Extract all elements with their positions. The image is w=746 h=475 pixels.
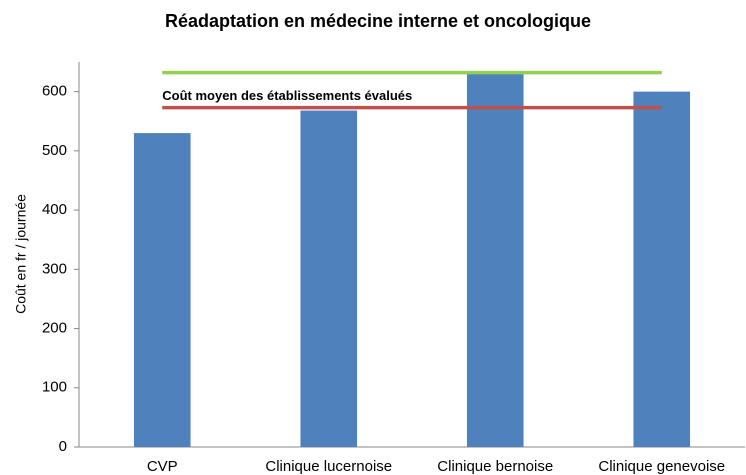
y-tick-label: 100 <box>42 379 67 396</box>
x-tick-label: Clinique lucernoise <box>265 458 392 475</box>
y-tick-label: 400 <box>42 201 67 218</box>
bar <box>466 72 524 448</box>
y-tick-label: 0 <box>59 438 67 455</box>
chart-title: Réadaptation en médecine interne et onco… <box>165 11 591 31</box>
bar <box>633 91 691 447</box>
bar <box>300 110 358 448</box>
y-tick-label: 300 <box>42 260 67 277</box>
bar <box>133 133 191 448</box>
x-tick-label: Clinique genevoise <box>598 458 725 475</box>
y-axis-label: Coût en fr / journée <box>13 194 29 314</box>
x-tick-label: Clinique bernoise <box>437 458 553 475</box>
reference-label: Coût moyen des établissements évalués <box>162 88 412 103</box>
y-tick-label: 500 <box>42 142 67 159</box>
x-tick-label: CVP <box>147 458 178 475</box>
y-tick-label: 600 <box>42 83 67 100</box>
y-tick-label: 200 <box>42 320 67 337</box>
